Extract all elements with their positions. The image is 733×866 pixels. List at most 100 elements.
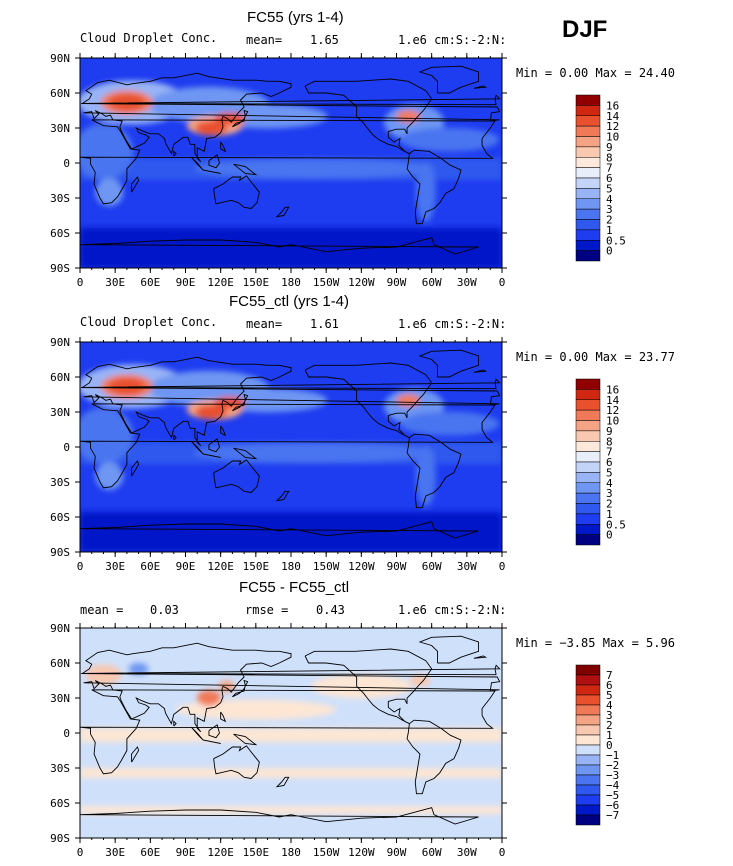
colorbar-swatch: [575, 188, 601, 199]
x-tick-label: 60W: [422, 276, 442, 289]
colorbar-label: 3: [606, 203, 613, 216]
colorbar-swatch: [575, 534, 601, 546]
colorbar-swatch: [575, 794, 601, 806]
colorbar-label: 8: [606, 435, 613, 448]
field-region: [95, 178, 124, 207]
field-region: [218, 680, 235, 693]
colorbar-swatch: [575, 240, 601, 251]
colorbar-swatch: [575, 399, 601, 411]
field-region: [195, 121, 228, 135]
x-tick-label: 0: [77, 846, 84, 859]
colorbar-label: 9: [606, 425, 613, 438]
field-region: [415, 446, 436, 507]
x-tick-label: 180: [281, 846, 301, 859]
colorbar-label: 0: [606, 739, 613, 752]
southern-band: [80, 228, 502, 268]
coastline: [202, 453, 221, 458]
coastline: [173, 150, 177, 157]
colorbar-label: 0.5: [606, 234, 626, 247]
y-tick-label: 30S: [50, 476, 70, 489]
x-tick-label: 60E: [140, 846, 160, 859]
coastline: [275, 776, 290, 788]
minmax-label: Min = −3.85 Max = 5.96: [516, 636, 675, 650]
stat1-value: 0.03: [150, 603, 179, 617]
colorbar-label: 7: [606, 446, 613, 459]
coastline: [232, 679, 249, 698]
colorbar-label: 5: [606, 466, 613, 479]
y-tick-label: 60N: [50, 87, 70, 100]
coastline: [406, 433, 462, 509]
colorbar-swatch: [575, 664, 601, 676]
colorbar-swatch: [575, 754, 601, 766]
x-tick-label: 30E: [105, 276, 125, 289]
stat2-value: 0.43: [316, 603, 345, 617]
y-tick-label: 60S: [50, 797, 70, 810]
coastline: [220, 711, 227, 723]
colorbar-label: 0: [606, 529, 613, 542]
coastline: [213, 459, 260, 493]
colorbar-label: 12: [606, 120, 619, 133]
field-region: [108, 94, 145, 111]
coastline: [81, 664, 501, 676]
field-band: [80, 728, 502, 742]
colorbar-label: 6: [606, 172, 613, 185]
coastline: [208, 724, 220, 739]
panel-title: FC55 - FC55_ctl: [239, 579, 350, 596]
field-region: [108, 378, 145, 395]
minmax-label: Min = 0.00 Max = 24.40: [516, 66, 675, 80]
colorbar-label: 1: [606, 224, 613, 237]
field-region: [399, 127, 500, 152]
coastline: [173, 720, 177, 727]
stat2-label: rmse =: [245, 603, 289, 617]
x-tick-label: 0: [77, 560, 84, 573]
coastline: [208, 438, 220, 453]
colorbar-label: 12: [606, 404, 619, 417]
field-region: [311, 674, 412, 699]
coastline: [80, 119, 496, 205]
colorbar-swatch: [575, 198, 601, 210]
coastline: [473, 85, 488, 89]
x-tick-label: 60W: [422, 560, 442, 573]
field-region: [396, 110, 421, 123]
colorbar-swatch: [575, 229, 601, 241]
colorbar-swatch: [575, 389, 601, 400]
field-region: [194, 158, 435, 179]
x-tick-label: 30E: [105, 560, 125, 573]
colorbar-swatch: [575, 503, 601, 515]
coastline: [80, 237, 479, 255]
coastline: [80, 403, 496, 489]
coastline: [173, 434, 177, 441]
field-region: [409, 674, 430, 687]
x-tick-label: 90E: [176, 560, 196, 573]
field-region: [195, 405, 228, 419]
field-region: [194, 442, 435, 463]
colorbar-swatch: [575, 704, 601, 716]
field-region: [95, 462, 124, 491]
x-tick-label: 90W: [387, 276, 407, 289]
coastline: [275, 490, 290, 502]
colorbar-label: 3: [606, 709, 613, 722]
colorbar-label: 1: [606, 729, 613, 742]
coastline: [81, 378, 501, 390]
y-tick-label: 30N: [50, 692, 70, 705]
field-region: [396, 394, 421, 407]
colorbar-label: −6: [606, 799, 619, 812]
stat1-label: mean =: [80, 603, 124, 617]
variable-label: Cloud Droplet Conc.: [80, 31, 218, 45]
field-band: [80, 768, 502, 778]
colorbar-swatch: [575, 94, 601, 106]
y-tick-label: 90S: [50, 262, 70, 275]
map-field: [80, 628, 502, 838]
coastline: [406, 719, 462, 795]
coastline: [233, 447, 258, 460]
colorbar-swatch: [575, 167, 601, 179]
colorbar-label: −7: [606, 809, 619, 822]
colorbar-swatch: [575, 157, 601, 168]
colorbar-swatch: [575, 430, 601, 442]
coastline: [233, 163, 258, 176]
x-tick-label: 150W: [313, 276, 340, 289]
colorbar-label: 2: [606, 214, 613, 227]
field-region: [80, 407, 134, 464]
colorbar-swatch: [575, 461, 601, 473]
coastline: [80, 72, 501, 163]
